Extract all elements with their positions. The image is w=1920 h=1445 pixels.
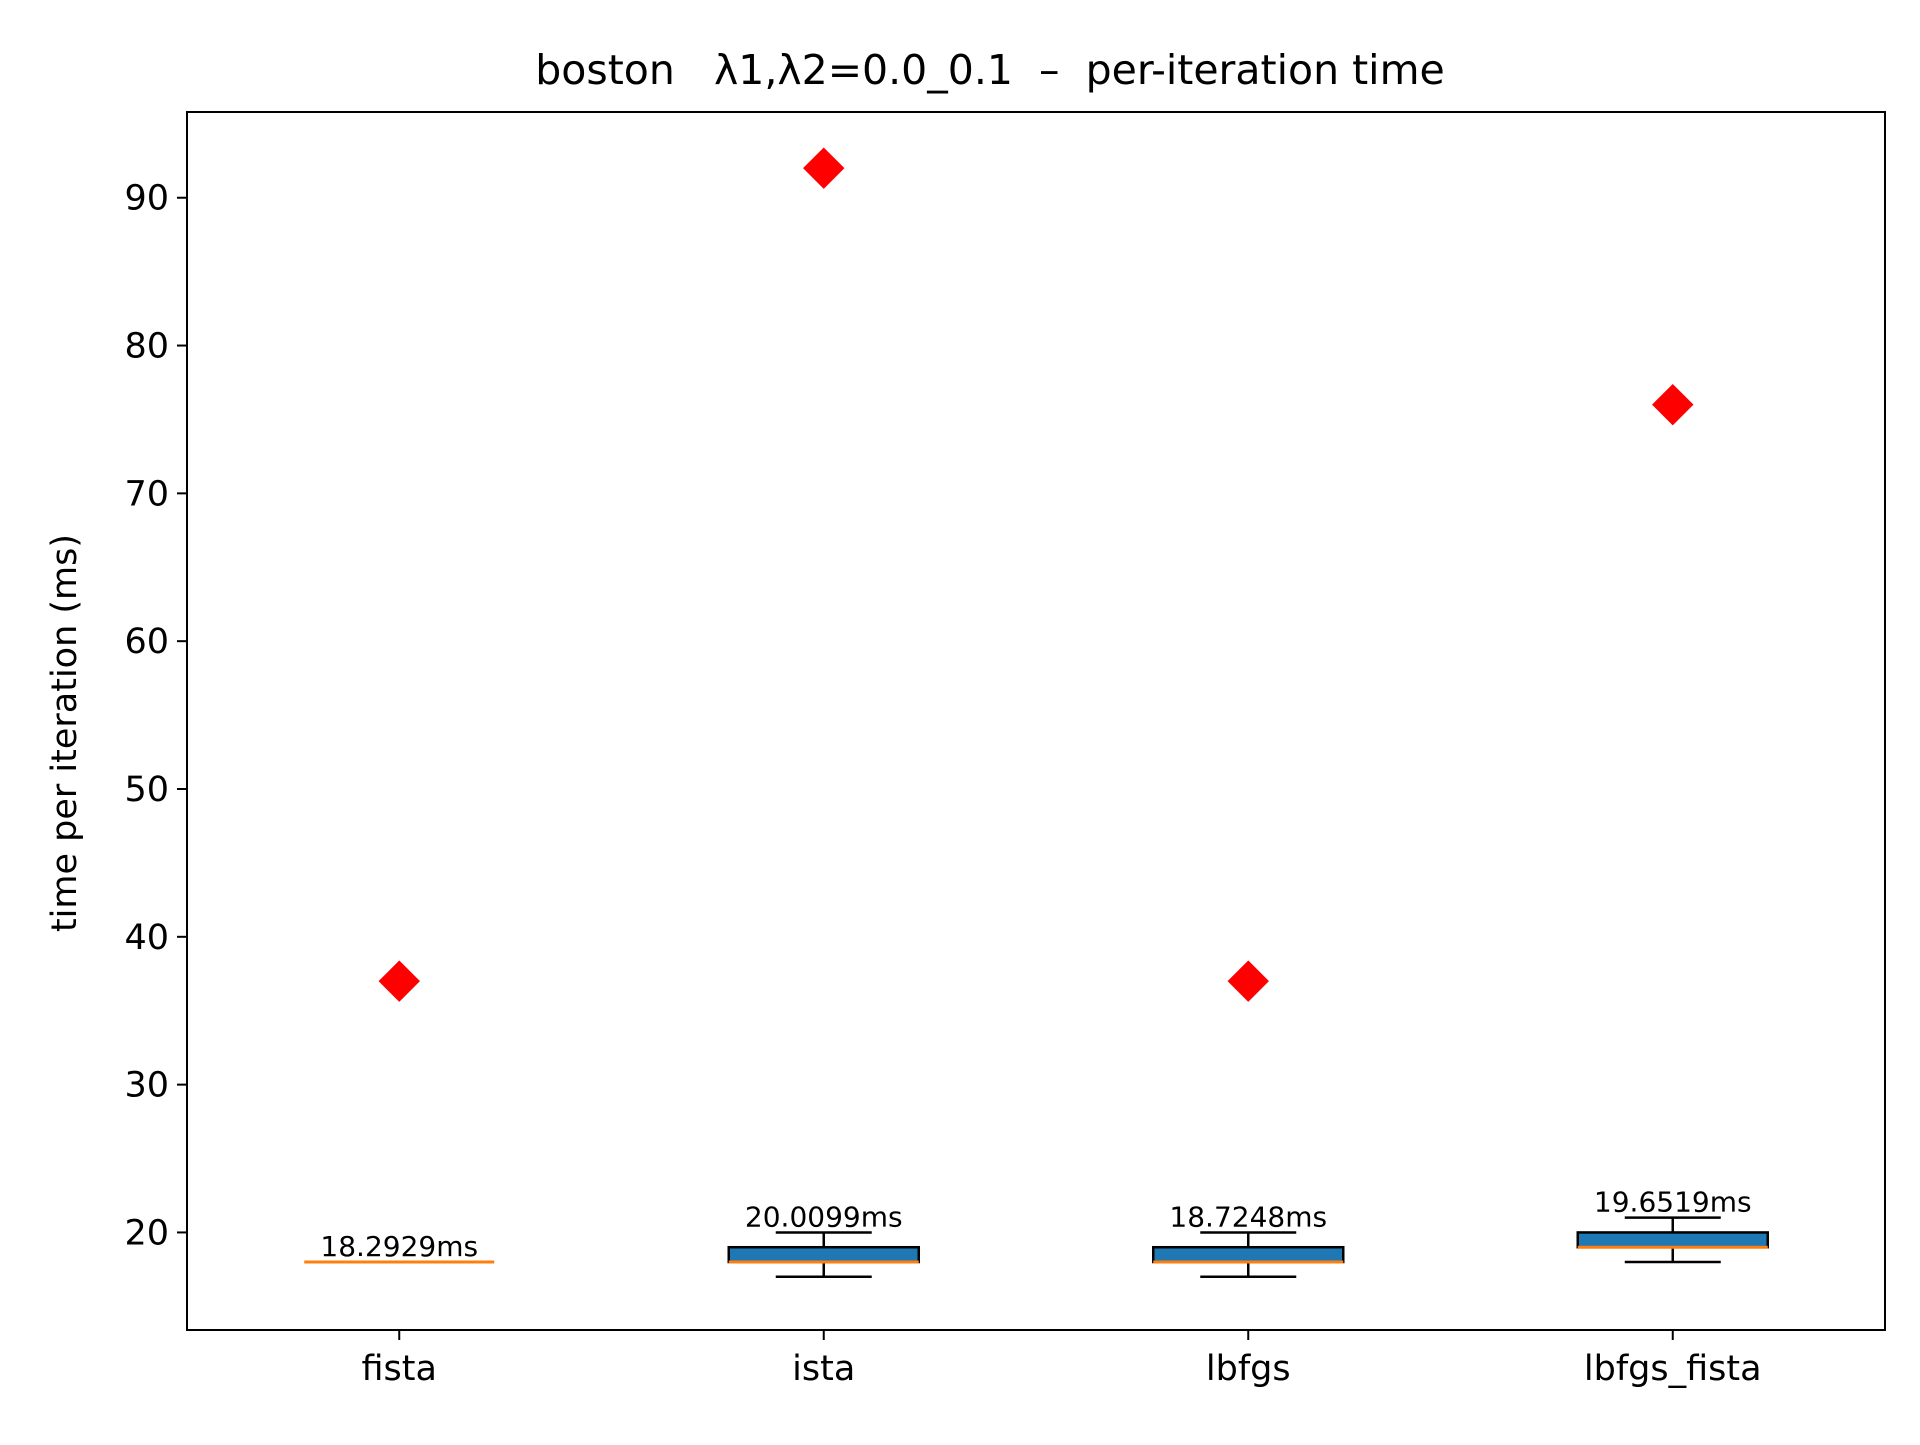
median-value-label: 19.6519ms [1594, 1186, 1752, 1219]
x-tick-label: lbfgs [1206, 1349, 1291, 1389]
y-tick-label: 50 [124, 770, 169, 810]
median-value-label: 18.7248ms [1169, 1200, 1327, 1233]
outlier-marker [1227, 960, 1269, 1002]
box-body [1152, 1245, 1345, 1264]
y-tick-label: 30 [124, 1066, 169, 1106]
x-tick-label: lbfgs_fista [1584, 1349, 1762, 1389]
median-value-label: 18.2929ms [320, 1230, 478, 1263]
box-body [1576, 1231, 1769, 1249]
outlier-marker [378, 960, 420, 1002]
y-tick-label: 70 [124, 474, 169, 514]
outlier-marker [1652, 383, 1694, 426]
plot-area: 20 30 40 50 60 70 80 90 18.2929ms fista 20.0099ms i… [124, 111, 1886, 1389]
box-body [727, 1245, 920, 1264]
x-tick-label: ista [792, 1349, 855, 1389]
y-tick-label: 80 [124, 327, 169, 367]
plot-frame [186, 111, 1886, 1331]
chart-title: boston λ1,λ2=0.0_0.1 – per-iteration tim… [535, 46, 1445, 94]
y-tick-label: 90 [124, 179, 169, 219]
outlier-marker [803, 147, 845, 189]
y-tick-label: 60 [124, 622, 169, 662]
y-tick-label: 20 [124, 1213, 169, 1253]
y-tick-label: 40 [124, 918, 169, 958]
x-tick-label: fista [362, 1349, 437, 1389]
median-value-label: 20.0099ms [745, 1200, 903, 1233]
y-axis-label: time per iteration (ms) [45, 534, 85, 932]
